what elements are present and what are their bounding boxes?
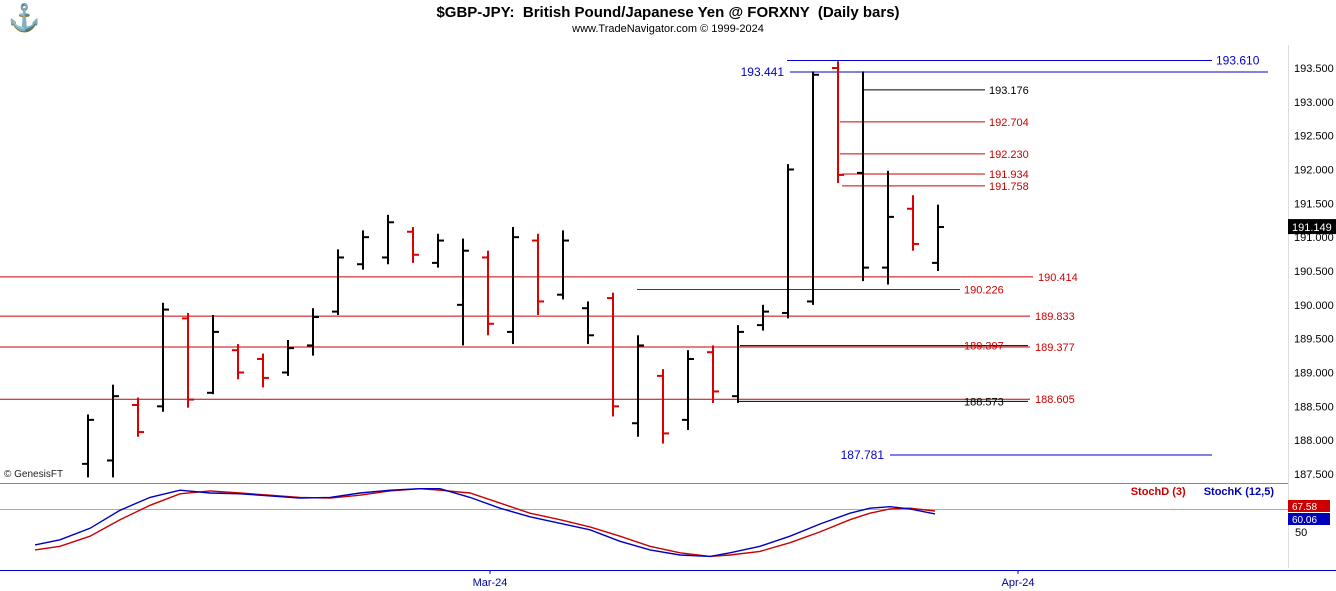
price-tick-label: 191.500 <box>1294 198 1334 210</box>
stochk-legend-label[interactable]: StochK (12,5) <box>1203 486 1274 498</box>
last-price-text: 191.149 <box>1292 222 1332 234</box>
genesis-anchor-logo-icon: ⚓ <box>8 2 41 32</box>
chart-subtitle: www.TradeNavigator.com © 1999-2024 <box>572 23 764 35</box>
stochastic-legend: StochD (3) StochK (12,5) <box>1131 486 1274 498</box>
level-label: 193.441 <box>741 65 785 79</box>
price-tick-label: 190.500 <box>1294 266 1334 278</box>
level-label: 191.934 <box>989 169 1029 181</box>
level-label: 187.781 <box>841 448 885 462</box>
date-label: Apr-24 <box>1001 577 1034 589</box>
date-label: Mar-24 <box>473 577 508 589</box>
price-tick-label: 191.000 <box>1294 232 1334 244</box>
stochk-value-badge <box>1288 513 1330 525</box>
price-tick-label: 192.500 <box>1294 131 1334 143</box>
stochd-legend-label[interactable]: StochD (3) <box>1130 486 1186 498</box>
last-price-badge <box>1288 219 1336 235</box>
stochk-line <box>34 488 936 558</box>
level-label: 189.377 <box>1035 342 1075 354</box>
price-tick-label: 189.000 <box>1294 368 1334 380</box>
level-label: 193.176 <box>989 85 1029 97</box>
stochd-value-badge <box>1288 500 1330 512</box>
level-label: 190.414 <box>1038 272 1078 284</box>
chart-title: $GBP-JPY: British Pound/Japanese Yen @ F… <box>436 4 900 21</box>
level-label: 192.704 <box>989 117 1029 129</box>
level-label: 188.605 <box>1035 394 1075 406</box>
price-tick-label: 189.500 <box>1294 334 1334 346</box>
level-label: 191.758 <box>989 181 1029 193</box>
level-label: 193.610 <box>1216 54 1260 68</box>
level-label: 190.226 <box>964 285 1004 297</box>
price-tick-label: 192.000 <box>1294 165 1334 177</box>
stochd-line <box>34 487 936 558</box>
price-tick-label: 193.000 <box>1294 97 1334 109</box>
price-tick-label: 193.500 <box>1294 63 1334 75</box>
stoch-badge-text: 67.58 <box>1292 502 1317 513</box>
price-tick-label: 187.500 <box>1294 469 1334 481</box>
price-tick-label: 188.500 <box>1294 401 1334 413</box>
stoch-badge-text: 60.06 <box>1292 515 1317 526</box>
level-label: 189.833 <box>1035 311 1075 323</box>
level-label: 189.397 <box>964 341 1004 353</box>
stoch-mid-label: 50 <box>1295 527 1307 539</box>
genesisft-watermark: © GenesisFT <box>4 469 64 480</box>
level-label: 188.573 <box>964 396 1004 408</box>
price-tick-label: 190.000 <box>1294 300 1334 312</box>
price-tick-label: 188.000 <box>1294 435 1334 447</box>
level-label: 192.230 <box>989 149 1029 161</box>
